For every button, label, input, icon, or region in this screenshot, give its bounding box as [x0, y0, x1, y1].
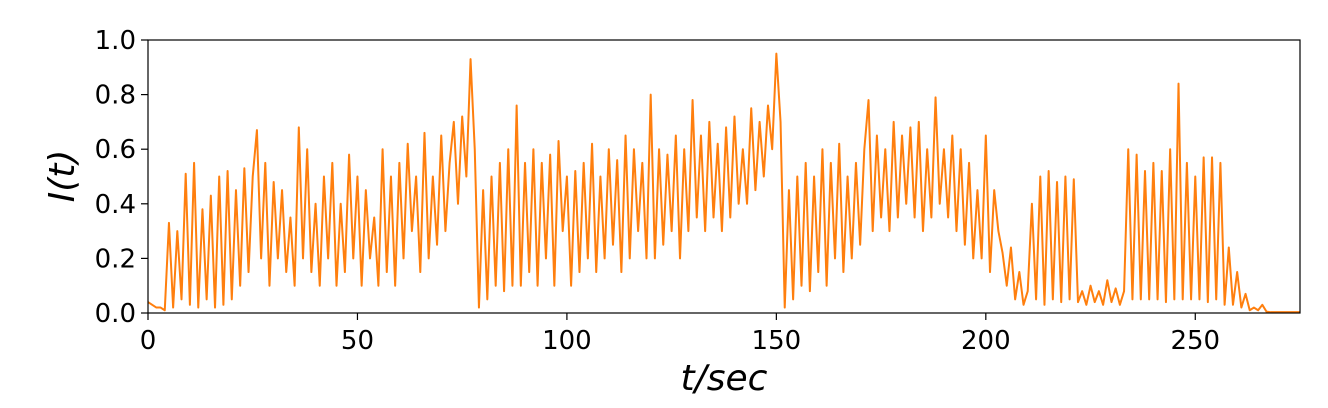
y-tick-label: 1.0 [95, 26, 136, 56]
x-tick-label: 50 [341, 326, 374, 356]
x-tick-label: 200 [961, 326, 1011, 356]
y-tick-label: 0.2 [95, 244, 136, 274]
y-tick-label: 0.4 [95, 190, 136, 220]
x-tick-label: 0 [140, 326, 157, 356]
x-tick-label: 150 [752, 326, 802, 356]
y-tick-label: 0.0 [95, 299, 136, 329]
x-tick-label: 250 [1170, 326, 1220, 356]
data-line [147, 52, 1300, 314]
plot-frame [147, 39, 1301, 314]
y-tick-label: 0.6 [95, 135, 136, 165]
x-axis-label: t/sec [681, 358, 768, 399]
x-tick-label: 100 [542, 326, 592, 356]
y-tick-label: 0.8 [95, 81, 136, 111]
y-axis-label: I(t) [42, 150, 83, 203]
